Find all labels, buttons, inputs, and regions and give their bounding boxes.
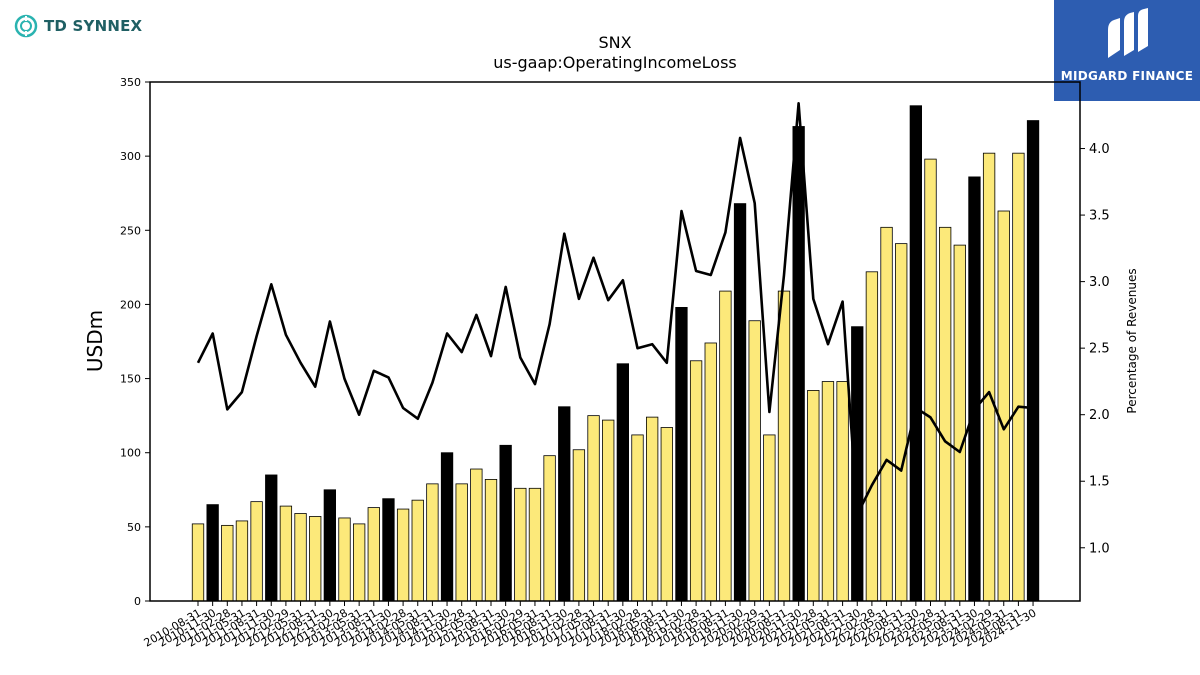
bar [675,306,688,602]
bar [309,516,322,602]
bar [821,381,835,602]
bar [191,523,205,602]
bar [250,501,263,602]
midgard-mark-icon [1108,8,1148,58]
bar [646,416,659,602]
bar [704,342,717,602]
bar [426,483,439,602]
bar [338,517,351,602]
y-right-tick-label: 4.0 [1089,142,1110,157]
y-tick-label: 0 [134,595,141,608]
y-right-tick-label: 2.0 [1089,408,1110,423]
y-tick-label: 50 [127,521,141,534]
bar [235,520,249,602]
bar [792,126,805,602]
bar [982,152,996,602]
bar [514,487,527,602]
y-right-tick-label: 3.5 [1089,209,1110,224]
percentage-line [196,102,1034,516]
bar [631,434,644,602]
y-tick-label: 150 [120,373,141,386]
bar [382,498,395,602]
y-tick-label: 200 [120,298,141,311]
bar [719,290,732,602]
bar [865,271,879,602]
bar [396,508,410,602]
bar [997,210,1010,602]
bar [968,176,981,602]
y-tick-label: 300 [120,150,141,163]
bar [616,363,629,602]
y-axis-label: USDm [83,310,107,372]
y-right-tick-label: 1.5 [1089,475,1110,490]
chart-subtitle: us-gaap:OperatingIncomeLoss [493,53,737,72]
y-tick-label: 250 [120,224,141,237]
bar [221,524,234,602]
y-right-tick-label: 2.5 [1089,342,1110,357]
bar [953,244,966,602]
bar [777,290,791,602]
bar [807,390,820,602]
bar [1026,120,1040,602]
bar [660,427,673,602]
line-layer [196,102,1034,516]
bar [352,523,366,602]
td-synnex-logo: TD SYNNEX [14,14,142,38]
bar [763,434,776,602]
bar [602,419,615,602]
bar [265,474,278,602]
bar [909,105,922,602]
bar [895,243,908,602]
bar [836,381,849,602]
bar [279,505,293,602]
bar [470,468,483,602]
td-synnex-icon [14,14,38,38]
y-axis-right-label: Percentage of Revenues [1125,268,1139,413]
td-synnex-wordmark: TD SYNNEX [44,17,143,35]
bar [323,489,337,602]
y-right-tick-label: 1.0 [1089,541,1110,556]
bar [924,158,937,602]
bar [587,415,600,602]
bar [455,483,468,602]
chart-title: SNX [598,33,631,52]
bar [572,449,586,602]
bar [1012,152,1025,602]
bar [748,320,761,602]
bar [484,479,498,602]
midgard-finance-logo: MIDGARD FINANCE [1054,0,1200,101]
bar [880,226,893,602]
midgard-finance-wordmark: MIDGARD FINANCE [1060,69,1194,83]
bar [499,444,512,602]
bar [367,507,380,602]
bars-layer [191,105,1040,602]
bar [558,406,571,602]
bar [411,499,424,602]
bar [528,487,542,602]
bar [294,513,307,602]
bar [689,360,703,602]
bar [939,226,952,602]
bar [440,452,454,602]
bar [543,455,556,602]
y-right-tick-label: 3.0 [1089,275,1110,290]
plot-frame [149,81,1081,602]
bar [206,504,219,602]
axes-layer: 0 50 100 150 200 250 300 350 1.0 1.5 2.0 2.5 3.0 3.5 4… [120,76,1110,650]
y-tick-label: 100 [120,447,141,460]
bar [733,203,747,602]
y-tick-label: 350 [120,76,141,89]
